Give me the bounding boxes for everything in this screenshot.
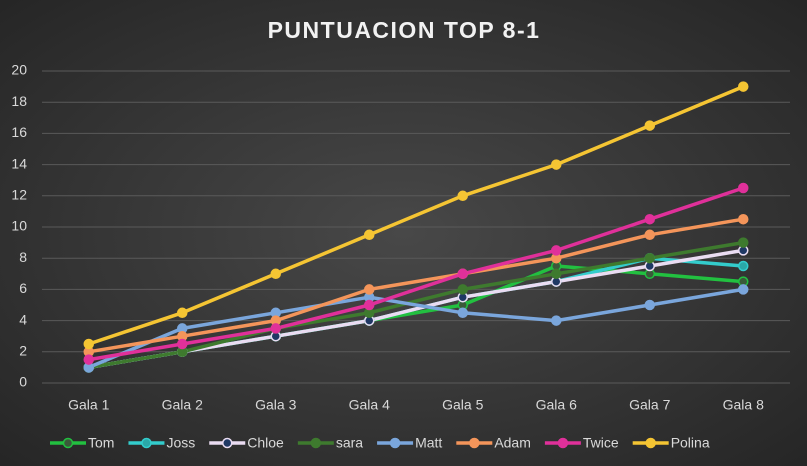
legend-label: sara [336, 435, 363, 451]
x-tick-label: Gala 6 [536, 397, 577, 413]
y-tick-label: 4 [19, 311, 27, 327]
data-point [457, 284, 468, 295]
series-line [88, 186, 744, 362]
data-point [644, 299, 655, 311]
y-tick-label: 16 [11, 124, 27, 140]
y-tick-label: 14 [11, 155, 27, 171]
x-tick-label: Gala 4 [349, 397, 390, 413]
data-point [457, 307, 468, 319]
x-tick-label: Gala 3 [255, 397, 296, 413]
data-point [270, 323, 281, 334]
data-point [457, 190, 468, 202]
y-tick-label: 12 [11, 187, 27, 203]
chart-title: PUNTUACION TOP 8-1 [268, 17, 541, 43]
data-point [83, 354, 94, 365]
data-point [644, 120, 655, 131]
data-point [551, 268, 562, 280]
y-tick-label: 2 [19, 343, 27, 359]
data-point [738, 260, 749, 272]
data-point [738, 237, 749, 248]
legend-label: Joss [166, 435, 195, 451]
x-tick-label: Gala 2 [162, 397, 203, 413]
data-point [738, 81, 749, 92]
y-tick-label: 18 [11, 93, 27, 109]
x-tick-label: Gala 1 [68, 397, 109, 413]
data-point [551, 159, 562, 170]
y-tick-label: 20 [11, 62, 27, 78]
data-point [177, 338, 188, 350]
data-point [270, 268, 281, 280]
legend-label: Matt [415, 435, 442, 451]
legend-label: Polina [671, 435, 710, 451]
legend-label: Chloe [247, 435, 284, 451]
legend-marker [222, 437, 233, 449]
x-tick-label: Gala 7 [629, 397, 670, 413]
legend-label: Adam [494, 435, 531, 451]
data-point [177, 307, 188, 319]
data-point [364, 229, 375, 241]
y-tick-label: 6 [19, 280, 27, 296]
data-point [644, 213, 655, 225]
series-line [88, 84, 744, 346]
data-point [738, 213, 749, 225]
data-point [644, 252, 655, 264]
series-line [88, 217, 744, 354]
series-line [88, 240, 744, 370]
legend-label: Tom [88, 435, 114, 451]
data-point [644, 229, 655, 241]
y-tick-label: 0 [19, 374, 27, 390]
data-point [551, 245, 562, 256]
x-tick-label: Gala 5 [442, 397, 483, 413]
y-tick-label: 10 [11, 218, 27, 234]
data-point [457, 268, 468, 280]
legend-marker [557, 437, 569, 449]
x-tick-label: Gala 8 [723, 397, 764, 413]
legend-marker [389, 437, 401, 449]
legend-marker [310, 437, 322, 449]
data-point [738, 284, 749, 295]
series-line [88, 287, 744, 370]
legend-label: Twice [583, 435, 619, 451]
legend-marker [62, 437, 74, 449]
data-point [738, 182, 749, 194]
legend-marker [141, 437, 152, 449]
data-point [364, 299, 375, 311]
legend-marker [469, 437, 480, 449]
data-point [364, 284, 375, 295]
legend-marker [645, 437, 656, 449]
data-point [83, 338, 94, 350]
data-point [551, 315, 562, 326]
y-tick-label: 8 [19, 249, 27, 265]
